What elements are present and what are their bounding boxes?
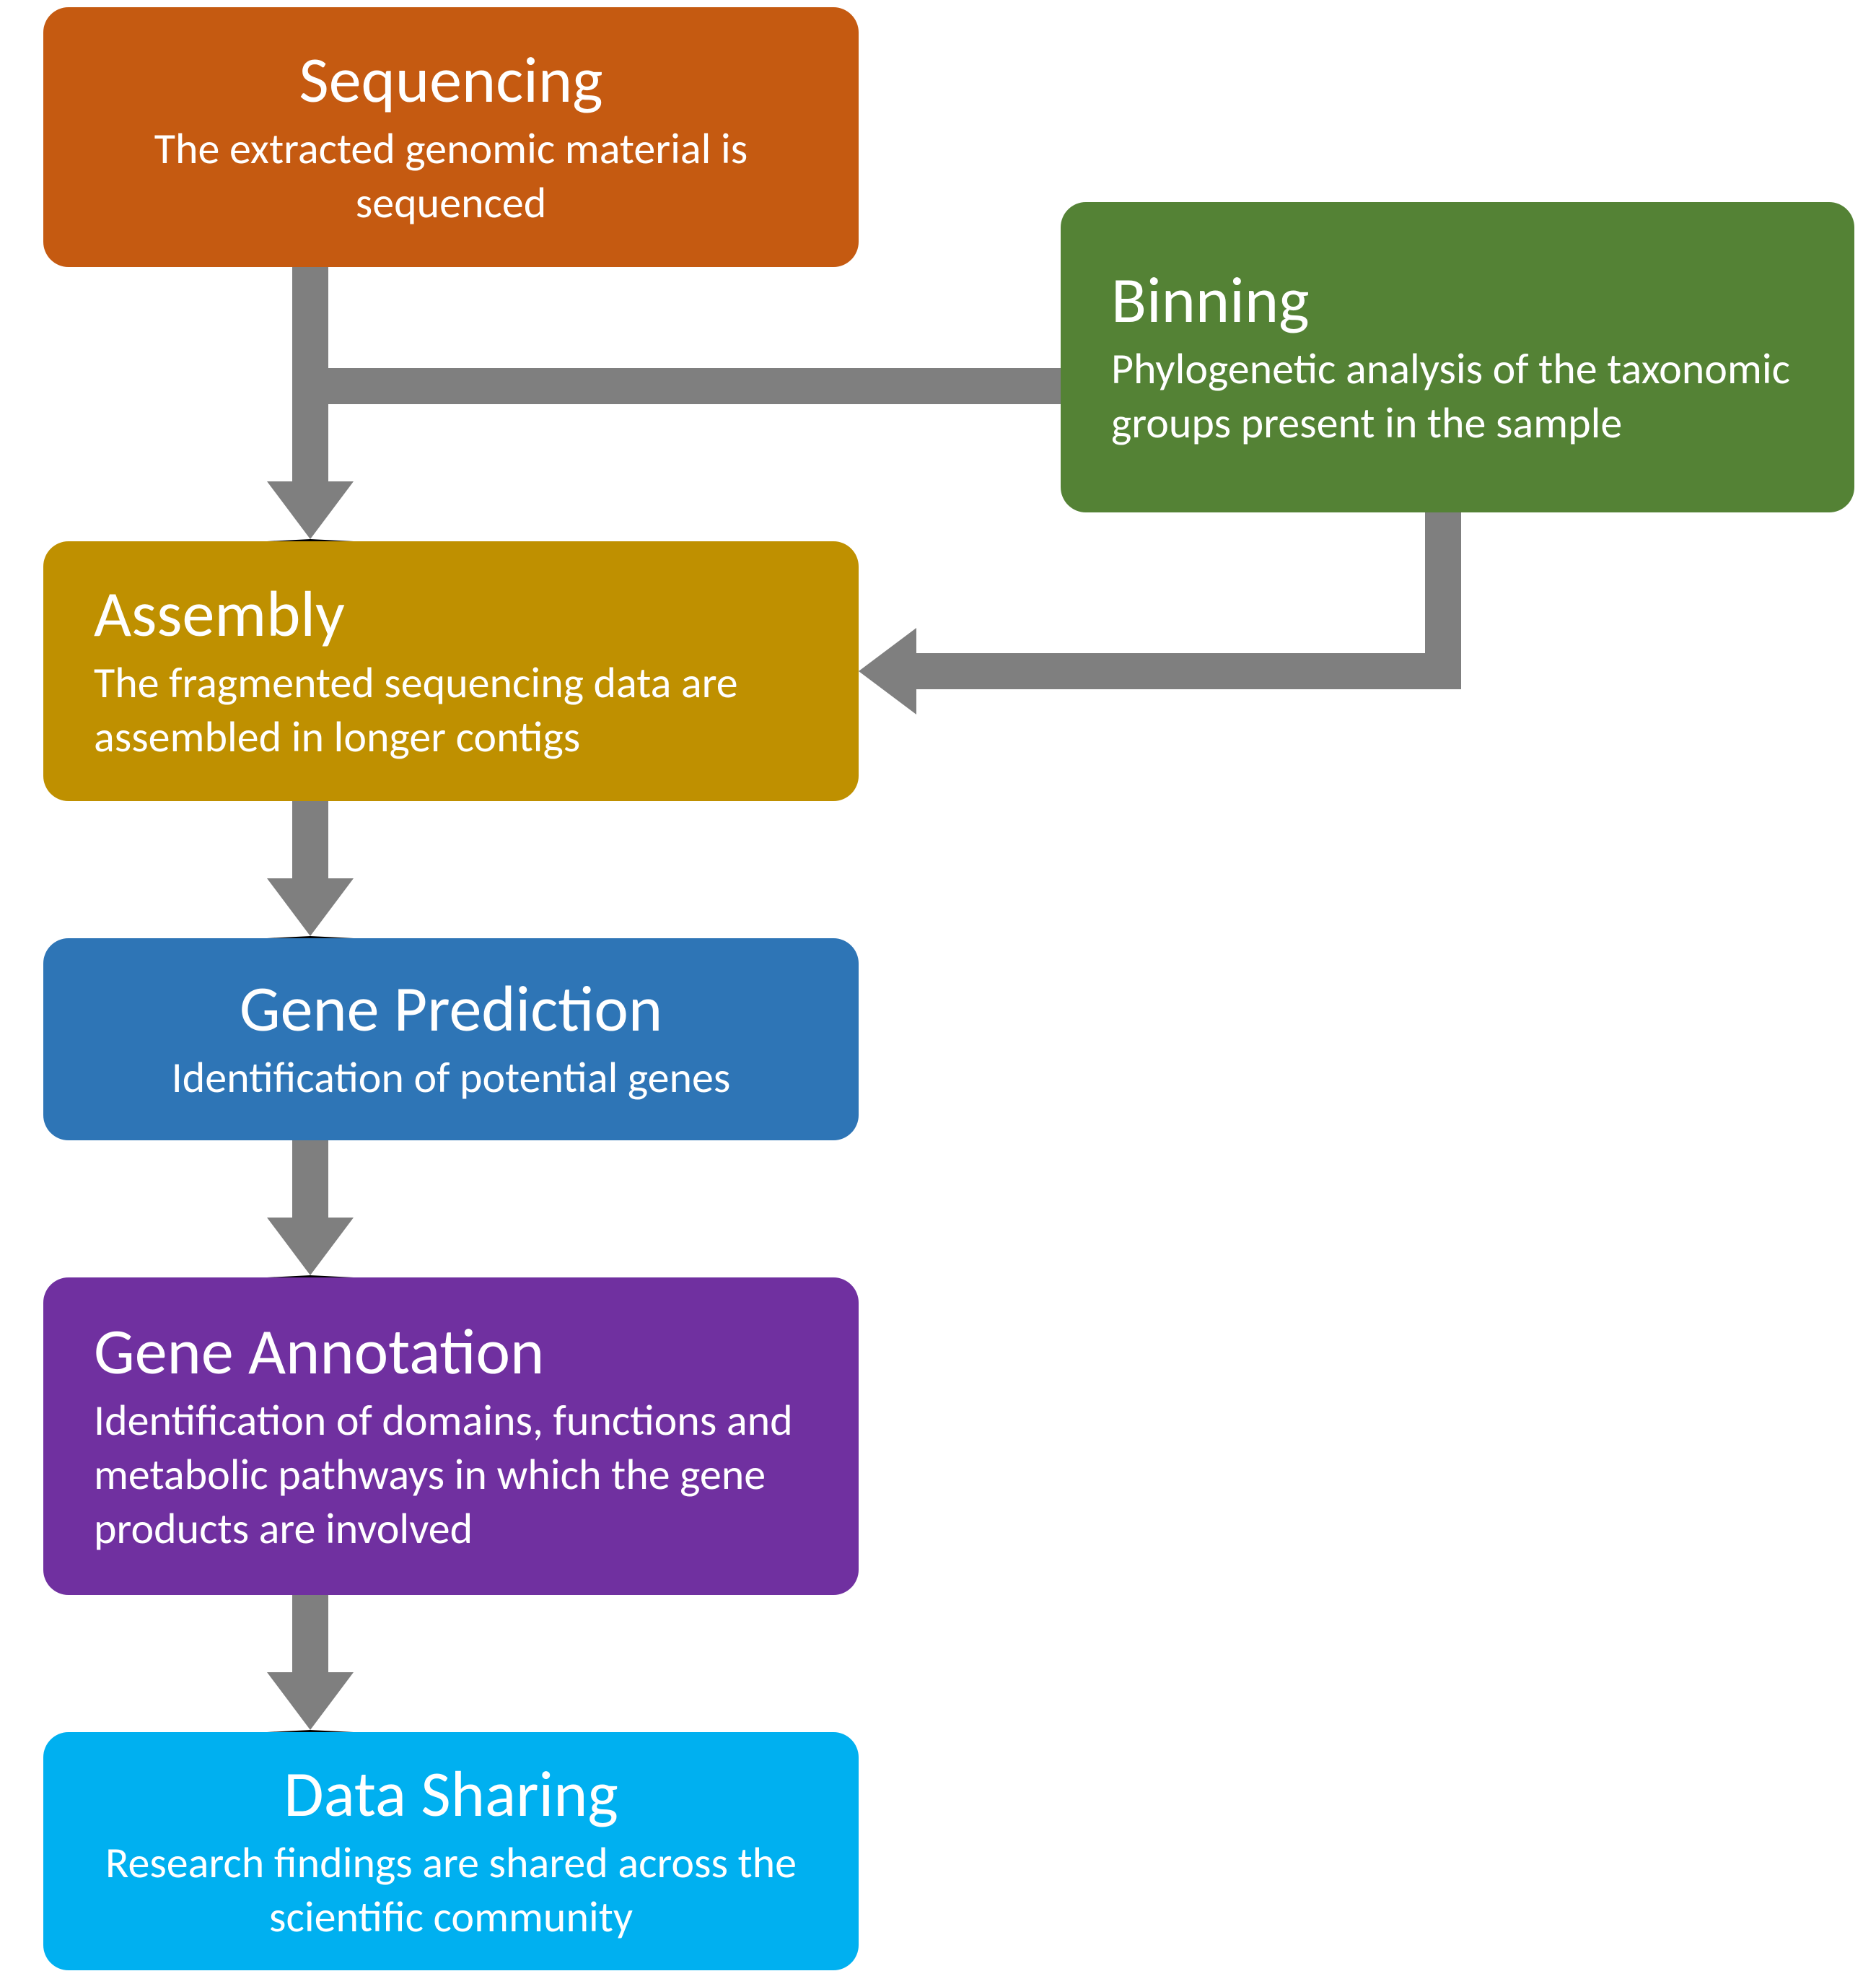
- node-gene_annotation-title: Gene Annotation: [94, 1316, 830, 1388]
- node-gene_prediction: Gene Prediction Identification of potenti…: [43, 938, 859, 1140]
- node-data_sharing-title: Data Sharing: [284, 1759, 618, 1830]
- arrow-seq-to-assembly: [267, 267, 354, 541]
- node-data_sharing-desc: Research findings are shared across the …: [94, 1836, 808, 1944]
- arrow-annot-to-sharing: [267, 1595, 354, 1732]
- node-assembly: AssemblyThe fragmented sequencing data a…: [43, 541, 859, 801]
- node-assembly-desc: The fragmented sequencing data are assem…: [94, 656, 830, 764]
- node-gene_annotation: Gene AnnotationIdentification of domains…: [43, 1277, 859, 1595]
- arrow-binning-to-assembly-horiz: [916, 653, 1461, 689]
- node-gene_annotation-desc: Identification of domains, functions and…: [94, 1394, 830, 1556]
- node-data_sharing: Data SharingResearch findings are shared…: [43, 1732, 859, 1970]
- arrow-binning-to-assembly-head: [859, 628, 916, 714]
- arrow-assembly-to-gene-pred: [267, 801, 354, 938]
- node-sequencing: SequencingThe extracted genomic material…: [43, 7, 859, 267]
- arrow-gene-pred-to-annot: [267, 1140, 354, 1277]
- node-binning-title: Binning: [1111, 265, 1825, 336]
- node-assembly-title: Assembly: [94, 579, 830, 650]
- node-sequencing-title: Sequencing: [299, 45, 602, 116]
- node-gene_prediction-desc: Identification of potential genes: [172, 1051, 731, 1105]
- node-sequencing-desc: The extracted genomic material is sequen…: [87, 122, 815, 230]
- arrow-tee-to-binning: [293, 368, 1061, 404]
- node-binning: BinningPhylogenetic analysis of the taxo…: [1061, 202, 1854, 512]
- flowchart-canvas: SequencingThe extracted genomic material…: [0, 0, 1876, 1984]
- node-binning-desc: Phylogenetic analysis of the taxonomic g…: [1111, 342, 1825, 450]
- node-gene_prediction-title: Gene Prediction: [240, 974, 662, 1045]
